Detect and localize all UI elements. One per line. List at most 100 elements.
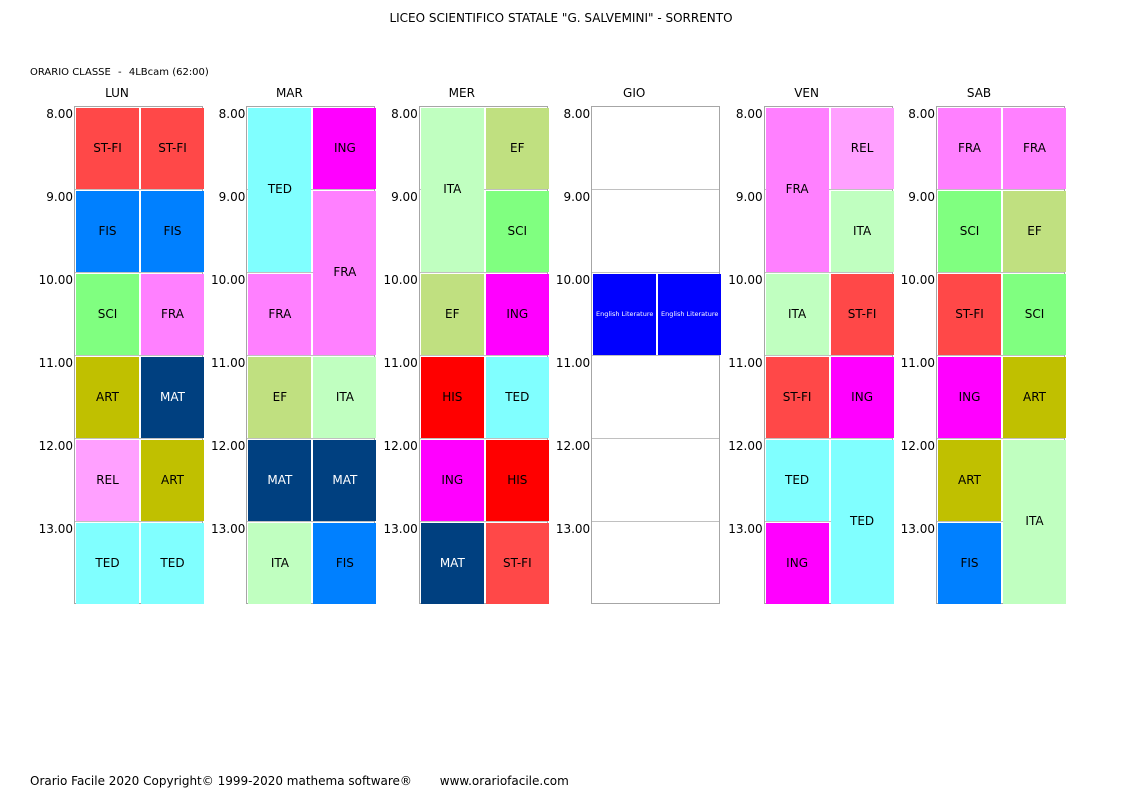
lesson-cell: ST-FI: [830, 274, 894, 355]
lesson-cell: TED: [76, 523, 139, 604]
day-grid: ITA EF SCI EF ING HIS TED ING HIS MAT ST-FI: [418, 106, 549, 604]
slot-divider: [592, 272, 720, 273]
slot-divider: [75, 355, 202, 356]
slot-divider: [937, 355, 1064, 356]
lesson-cell: TED: [485, 357, 549, 438]
lesson-cell: ST-FI: [938, 274, 1001, 355]
day-column-lun: LUN 8.00 9.00 10.00 11.00 12.00 13.00 ST-FI ST-F…: [31, 86, 204, 606]
lesson-cell: ART: [141, 440, 204, 521]
slot-divider: [419, 272, 547, 273]
footer-copyright: Orario Facile 2020 Copyright© 1999-2020 …: [30, 774, 412, 788]
slot-divider: [764, 355, 892, 356]
lesson-cell: ST-FI: [765, 357, 829, 438]
day-header: MAR: [275, 86, 303, 100]
day-grid: ST-FI ST-FI FIS FIS SCI FRA ART MAT REL ART TED TED: [74, 106, 204, 604]
time-label: 11.00: [38, 356, 73, 370]
lesson-cell: EF: [248, 357, 312, 438]
lesson-cell: FIS: [76, 191, 139, 272]
lesson-cell: ING: [938, 357, 1001, 438]
time-label: 8.00: [908, 107, 935, 121]
time-label: 13.00: [728, 522, 763, 536]
day-grid: English Literature English Literature: [591, 106, 722, 604]
lesson-cell: ITA: [248, 523, 312, 604]
time-label: 13.00: [555, 522, 591, 536]
slot-divider: [247, 438, 375, 439]
class-label: ORARIO CLASSE: [30, 67, 111, 78]
slot-divider: [247, 355, 375, 356]
lesson-cell: FIS: [141, 191, 204, 272]
day-header: GIO: [623, 86, 646, 100]
slot-divider: [764, 272, 892, 273]
day-grid: FRA REL ITA ITA ST-FI ST-FI ING TED TED ING: [763, 106, 894, 604]
class-info: ORARIO CLASSE - 4LBcam (62:00): [30, 67, 209, 78]
lesson-cell: ITA: [313, 357, 377, 438]
lesson-cell: ING: [765, 523, 829, 604]
time-label: 10.00: [900, 273, 935, 287]
lesson-cell: ITA: [765, 274, 829, 355]
footer: Orario Facile 2020 Copyright© 1999-2020 …: [30, 774, 569, 788]
lesson-cell: ART: [938, 440, 1001, 521]
lesson-cell: ING: [420, 440, 484, 521]
day-column-mar: MAR 8.00 9.00 10.00 11.00 12.00 13.00 TED ING FRA…: [203, 86, 377, 606]
time-label: 8.00: [391, 107, 418, 121]
lesson-cell: FRA: [1003, 108, 1066, 189]
lesson-cell: ST-FI: [141, 108, 204, 189]
time-label: 12.00: [555, 439, 591, 453]
time-label: 13.00: [211, 522, 246, 536]
slot-divider: [247, 272, 375, 273]
lesson-cell: EF: [420, 274, 484, 355]
lesson-cell: TED: [248, 108, 312, 272]
lesson-cell: EF: [1003, 191, 1066, 272]
slot-divider: [937, 521, 1064, 522]
class-name: 4LBcam: [128, 67, 169, 78]
lesson-cell: FRA: [938, 108, 1001, 189]
slot-divider: [592, 189, 720, 190]
time-label: 12.00: [211, 439, 246, 453]
day-header: VEN: [794, 86, 819, 100]
lesson-cell: ITA: [420, 108, 484, 272]
lesson-cell: FRA: [765, 108, 829, 272]
lesson-cell: ART: [1003, 357, 1066, 438]
lesson-cell: FRA: [248, 274, 312, 355]
day-column-mer: MER 8.00 9.00 10.00 11.00 12.00 13.00 ITA EF SCI E…: [376, 86, 549, 606]
class-separator: -: [118, 67, 122, 78]
lesson-cell: English Literature: [593, 274, 657, 355]
time-label: 10.00: [555, 273, 591, 287]
time-label: 9.00: [218, 190, 246, 204]
lesson-cell: HIS: [420, 357, 484, 438]
lesson-cell: TED: [830, 440, 894, 604]
lesson-cell: HIS: [485, 440, 549, 521]
time-label: 11.00: [383, 356, 418, 370]
day-column-gio: GIO 8.00 9.00 10.00 11.00 12.00 13.00 English L…: [548, 86, 722, 606]
time-label: 9.00: [735, 190, 763, 204]
time-label: 8.00: [218, 107, 246, 121]
lesson-cell: MAT: [420, 523, 484, 604]
lesson-cell: MAT: [313, 440, 377, 521]
lesson-cell: ITA: [830, 191, 894, 272]
slot-divider: [937, 438, 1064, 439]
lesson-cell: REL: [76, 440, 139, 521]
lesson-cell: ITA: [1003, 440, 1066, 604]
day-grid: TED ING FRA FRA EF ITA MAT MAT ITA FIS: [246, 106, 377, 604]
time-label: 8.00: [563, 107, 591, 121]
time-label: 9.00: [391, 190, 418, 204]
slot-divider: [592, 438, 720, 439]
time-label: 11.00: [555, 356, 591, 370]
time-label: 13.00: [38, 522, 73, 536]
lesson-cell: SCI: [1003, 274, 1066, 355]
day-column-sab: SAB 8.00 9.00 10.00 11.00 12.00 13.00 FRA FRA SCI…: [893, 86, 1066, 606]
slot-divider: [75, 438, 202, 439]
slot-divider: [764, 438, 892, 439]
lesson-cell: TED: [765, 440, 829, 521]
slot-divider: [247, 521, 375, 522]
lesson-cell: FRA: [313, 191, 377, 355]
time-label: 10.00: [211, 273, 246, 287]
time-label: 12.00: [900, 439, 935, 453]
lesson-cell: FRA: [141, 274, 204, 355]
lesson-cell: SCI: [485, 191, 549, 272]
time-label: 11.00: [211, 356, 246, 370]
time-label: 13.00: [383, 522, 418, 536]
time-label: 12.00: [383, 439, 418, 453]
time-label: 9.00: [46, 190, 73, 204]
time-label: 12.00: [38, 439, 73, 453]
